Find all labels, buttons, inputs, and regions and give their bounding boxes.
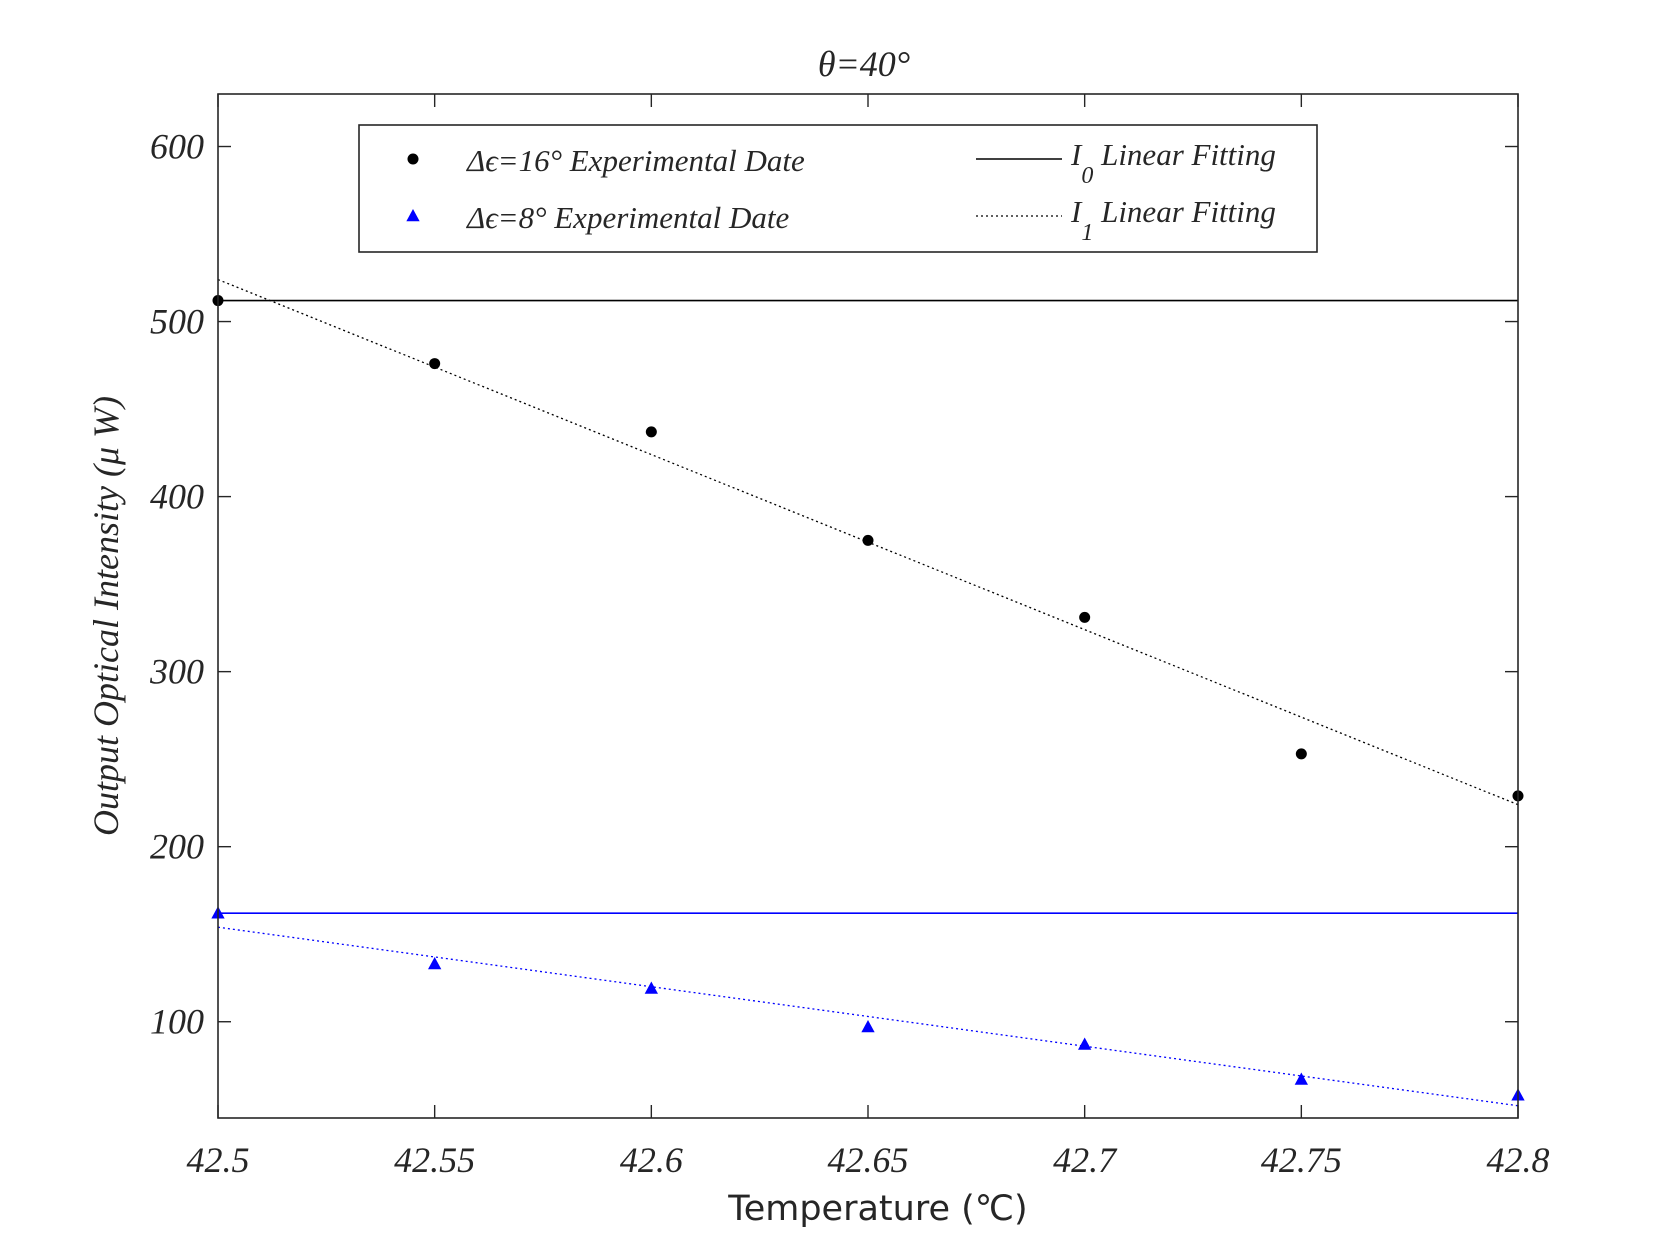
data-layer	[211, 278, 1525, 1107]
legend-label: Δϵ=16° Experimental Date	[465, 143, 805, 178]
y-tick-label: 500	[150, 302, 204, 342]
x-tick-label: 42.8	[1487, 1140, 1550, 1180]
x-axis: 42.5 42.55 42.6 42.65 42.7 42.75 42.8	[187, 94, 1550, 1180]
legend-label-main: I	[1070, 194, 1083, 229]
x-tick-label: 42.55	[394, 1140, 475, 1180]
x-tick-label: 42.75	[1261, 1140, 1342, 1180]
y-tick-label: 300	[149, 652, 204, 692]
legend-label-rest: Linear Fitting	[1093, 194, 1276, 229]
x-tick-label: 42.65	[828, 1140, 909, 1180]
legend-label: Δϵ=8° Experimental Date	[465, 200, 790, 235]
legend-left-column: Δϵ=16° Experimental Date Δϵ=8° Experiment…	[406, 143, 805, 235]
legend-label-sub: 1	[1081, 220, 1093, 246]
legend: Δϵ=16° Experimental Date Δϵ=8° Experiment…	[358, 124, 1318, 253]
data-point-exp8	[644, 981, 658, 994]
data-point-exp8	[1078, 1037, 1092, 1050]
fit-line-i1-8	[217, 926, 1519, 1107]
data-point-exp16	[429, 358, 441, 370]
legend-marker-triangle	[406, 209, 420, 222]
y-tick-label: 200	[150, 827, 204, 867]
legend-marker-circle	[407, 153, 419, 165]
legend-label-sub: 0	[1081, 163, 1093, 189]
chart-title: θ=40°	[818, 44, 910, 84]
data-point-exp8	[861, 1019, 875, 1033]
legend-label: I1 Linear Fitting	[1070, 194, 1276, 246]
legend-label: I0 Linear Fitting	[1070, 137, 1276, 189]
y-tick-label: 600	[150, 127, 204, 167]
x-axis-label: Temperature (℃)	[727, 1189, 1027, 1229]
data-point-exp16	[1079, 611, 1091, 623]
data-point-exp16	[645, 426, 657, 438]
data-point-exp16	[1295, 748, 1307, 760]
data-point-exp16	[862, 534, 874, 546]
y-axis: 100 200 300 400 500 600	[149, 127, 1518, 1042]
y-tick-label: 100	[150, 1002, 204, 1042]
y-tick-label: 400	[150, 477, 204, 517]
data-point-exp8	[1294, 1072, 1308, 1085]
legend-label-rest: Linear Fitting	[1093, 137, 1276, 172]
x-tick-label: 42.7	[1053, 1140, 1118, 1180]
legend-box	[358, 124, 1318, 253]
x-tick-label: 42.5	[187, 1140, 250, 1180]
legend-label-main: I	[1070, 137, 1083, 172]
data-point-exp8	[428, 956, 442, 970]
x-tick-label: 42.6	[620, 1140, 683, 1180]
y-axis-label: Output Optical Intensity (μ W)	[86, 396, 126, 836]
